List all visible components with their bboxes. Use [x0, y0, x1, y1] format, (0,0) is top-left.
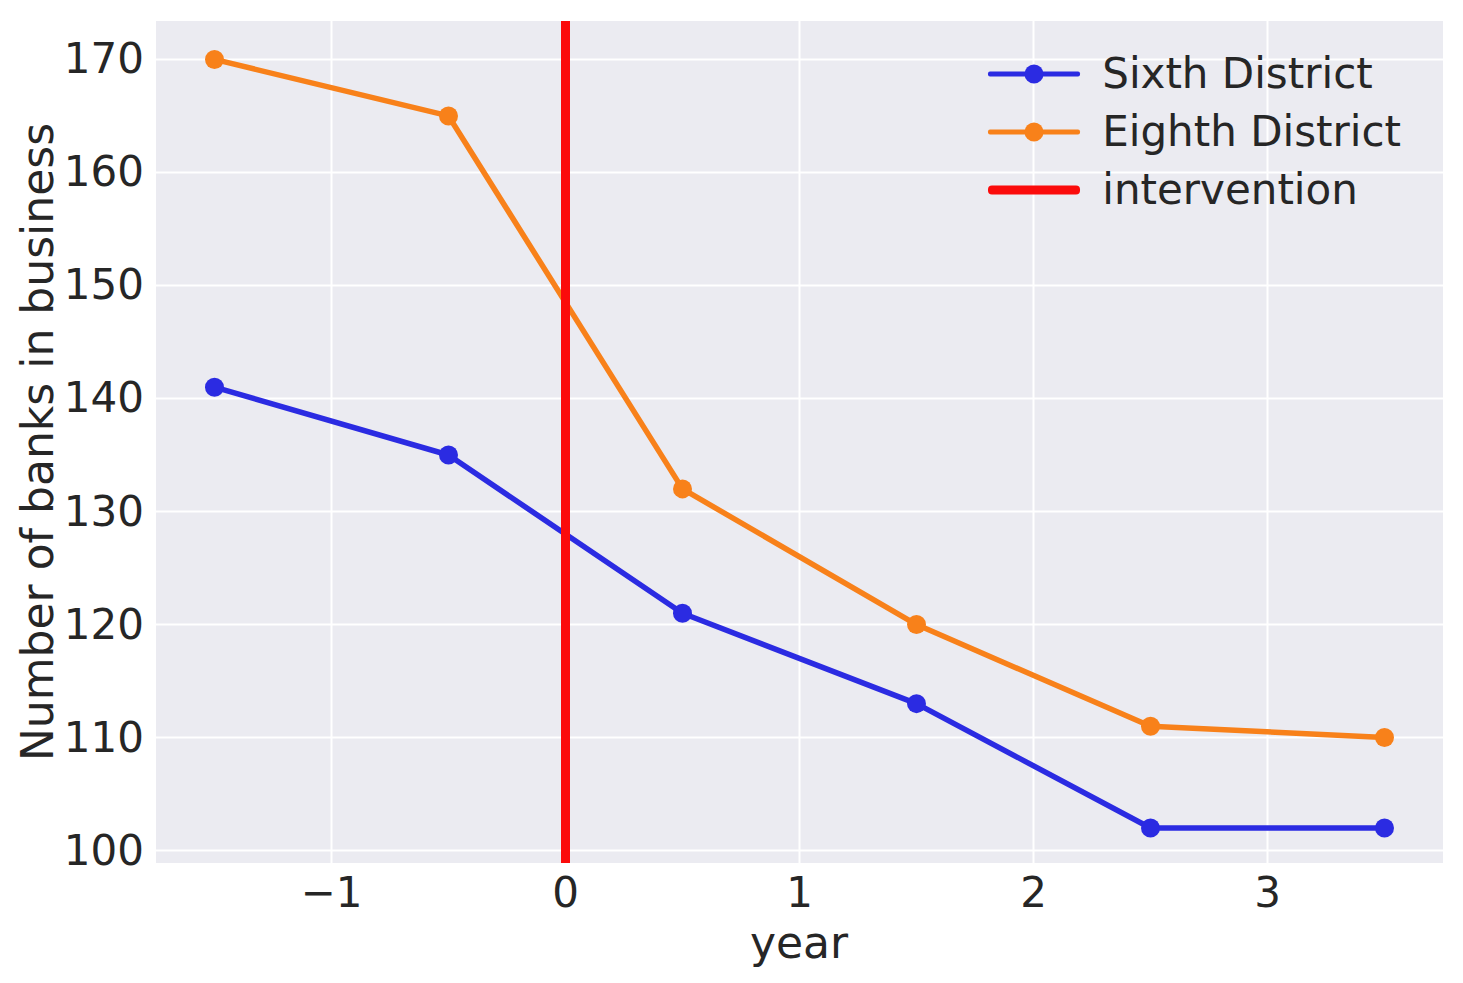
- y-tick-label: 170: [0, 38, 144, 80]
- series-marker-1: [439, 106, 458, 125]
- y-axis-label: Number of banks in business: [16, 123, 60, 761]
- legend-label-eighth-district: Eighth District: [1102, 109, 1401, 155]
- legend-item-eighth-district: Eighth District: [988, 103, 1401, 161]
- x-tick-label: 3: [1254, 872, 1281, 914]
- legend-item-sixth-district: Sixth District: [988, 45, 1401, 103]
- legend-item-intervention: intervention: [988, 161, 1401, 219]
- x-tick-label: −1: [301, 872, 363, 914]
- x-axis-label: year: [750, 921, 848, 965]
- figure: Sixth District Eighth District intervent…: [0, 0, 1463, 983]
- series-marker-0: [439, 445, 458, 464]
- series-marker-0: [673, 604, 692, 623]
- x-tick-label: 0: [552, 872, 579, 914]
- line-marker-swatch-orange: [988, 122, 1080, 142]
- series-marker-1: [673, 479, 692, 498]
- series-marker-1: [907, 615, 926, 634]
- plot-area: Sixth District Eighth District intervent…: [156, 21, 1443, 863]
- x-tick-label: 1: [786, 872, 813, 914]
- line-swatch-red: [988, 180, 1080, 200]
- series-marker-1: [205, 50, 224, 69]
- line-marker-swatch-blue: [988, 64, 1080, 84]
- series-marker-0: [1141, 818, 1160, 837]
- x-tick-label: 2: [1020, 872, 1047, 914]
- legend: Sixth District Eighth District intervent…: [988, 45, 1401, 219]
- y-tick-label: 100: [0, 830, 144, 872]
- legend-label-sixth-district: Sixth District: [1102, 51, 1372, 97]
- series-marker-1: [1375, 728, 1394, 747]
- legend-label-intervention: intervention: [1102, 167, 1358, 213]
- series-marker-0: [1375, 818, 1394, 837]
- series-marker-0: [205, 378, 224, 397]
- series-marker-1: [1141, 717, 1160, 736]
- series-marker-0: [907, 694, 926, 713]
